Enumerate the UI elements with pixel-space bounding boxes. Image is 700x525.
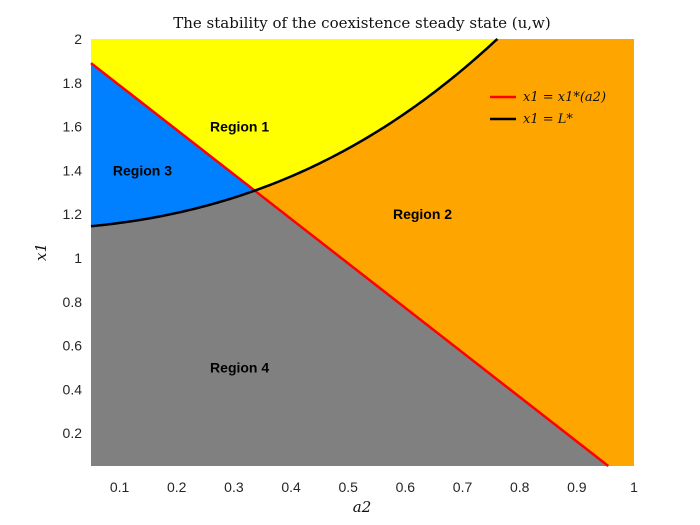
region-1-area: [91, 39, 498, 191]
y-tick-label: 1.2: [63, 206, 83, 222]
x-tick-label: 0.5: [338, 479, 358, 495]
y-tick-label: 1.4: [63, 162, 83, 178]
black-curve-line: [90, 38, 499, 228]
y-tick-label: 0.6: [63, 338, 83, 354]
y-tick-label: 0.8: [63, 294, 83, 310]
x-tick-label: 0.9: [567, 479, 587, 495]
y-tick-labels: 0.2 0.4 0.6 0.8 1 1.2 1.4 1.6 1.8 2: [63, 31, 83, 441]
curves-layer: [90, 38, 610, 467]
region-label-4: Region 4: [210, 359, 269, 375]
x-tick-label: 0.2: [167, 479, 187, 495]
x-tick-label: 0.3: [224, 479, 244, 495]
y-tick-label: 0.2: [63, 425, 83, 441]
y-tick-label: 1: [74, 250, 82, 266]
x-tick-label: 0.1: [110, 479, 130, 495]
y-axis-label: x1: [32, 243, 50, 261]
legend-label-black-curve: x1 = L*: [523, 112, 573, 127]
region-labels: Region 1 Region 2 Region 3 Region 4: [113, 119, 452, 376]
y-tick-label: 2: [74, 31, 82, 47]
x-tick-labels: 0.1 0.2 0.3 0.4 0.5 0.6 0.7 0.8 0.9 1: [110, 479, 638, 495]
y-tick-label: 0.4: [63, 381, 83, 397]
x-tick-label: 0.4: [281, 479, 301, 495]
x-tick-label: 1: [630, 479, 638, 495]
x-axis-label: a2: [353, 498, 372, 516]
region-4-area: [91, 190, 609, 467]
y-tick-label: 1.6: [63, 119, 83, 135]
chart-title: The stability of the coexistence steady …: [173, 14, 551, 32]
x-tick-label: 0.6: [396, 479, 416, 495]
red-curve-line: [90, 62, 610, 467]
x-tick-label: 0.7: [453, 479, 473, 495]
region-label-2: Region 2: [393, 206, 452, 222]
legend: x1 = x1*(a2) x1 = L*: [490, 90, 606, 127]
region-label-3: Region 3: [113, 162, 172, 178]
regions-layer: [91, 39, 634, 467]
region-3-area: [91, 63, 255, 227]
x-tick-label: 0.8: [510, 479, 530, 495]
y-tick-label: 1.8: [63, 75, 83, 91]
region-label-1: Region 1: [210, 119, 269, 135]
legend-label-red-curve: x1 = x1*(a2): [523, 90, 606, 105]
